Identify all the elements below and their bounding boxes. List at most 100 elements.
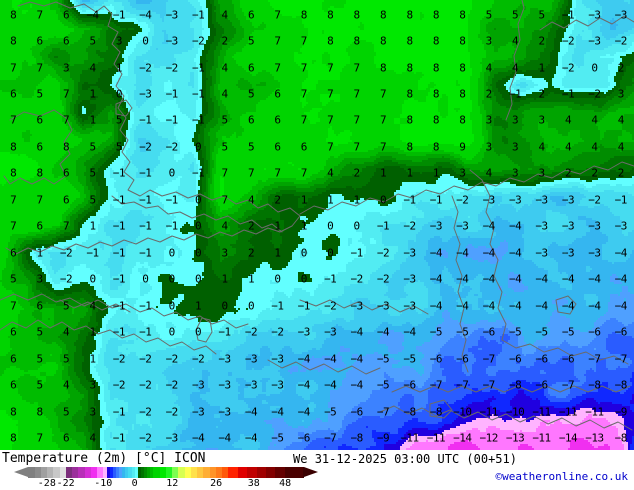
temperature-value: 4 (591, 113, 598, 127)
temperature-value: −8 (614, 378, 628, 392)
temperature-value: 1 (89, 352, 96, 366)
temperature-value: −4 (429, 246, 443, 260)
temperature-value: −2 (456, 193, 469, 207)
temperature-value: 3 (115, 34, 123, 48)
temperature-value: 0 (327, 219, 334, 233)
temperature-value: 5 (89, 193, 96, 207)
temperature-map[interactable]: 8 7 6 −4 −1 −4 −3 −1 4 6 7 8 8 8 8 8 8 8 5 5 5 −1 −3 −3 8 6 6 5 3 0 −3… (0, 0, 634, 450)
temperature-value: −3 (271, 378, 284, 392)
colorbar-tick-2: -10 (94, 478, 113, 489)
temperature-value-labels: 8 7 6 −4 −1 −4 −3 −1 4 6 7 8 8 8 8 8 8 8 5 5 5 −1 −3 −3 8 6 6 5 3 0 −3… (10, 8, 628, 445)
temperature-value: −4 (588, 272, 601, 286)
temperature-value: −1 (139, 193, 152, 207)
temperature-value: 6 (36, 140, 44, 154)
temperature-value: −2 (139, 61, 152, 74)
temperature-value: −8 (350, 431, 363, 445)
colorbar[interactable]: -28 -22 -10 0 12 26 38 48 (0, 467, 320, 490)
temperature-value: 1 (274, 246, 281, 260)
temperature-value: 6 (247, 8, 255, 22)
temperature-value: −4 (218, 431, 231, 445)
temperature-value: 8 (10, 166, 17, 180)
temperature-value: 8 (327, 34, 334, 48)
temperature-value: −7 (588, 352, 601, 366)
temperature-value: 0 (353, 219, 361, 233)
temperature-value: −3 (588, 219, 601, 233)
temperature-value: 7 (247, 166, 255, 180)
temperature-value: −2 (324, 299, 337, 313)
temperature-value: 1 (300, 219, 308, 233)
temperature-value: −4 (271, 405, 284, 419)
temperature-value: −3 (429, 219, 443, 233)
temperature-value: −1 (324, 272, 337, 286)
temperature-value: −1 (86, 246, 99, 260)
temperature-value: −4 (376, 325, 390, 339)
temperature-value: −6 (508, 352, 522, 366)
temperature-value: −11 (558, 405, 578, 419)
temperature-value: 2 (353, 166, 361, 180)
temperature-value: 6 (36, 113, 44, 127)
temperature-value: 1 (89, 113, 96, 127)
temperature-value: −5 (456, 325, 469, 339)
temperature-value: 7 (62, 87, 70, 101)
temperature-value: −8 (614, 431, 628, 445)
temperature-value: 8 (62, 140, 70, 154)
temperature-value: 4 (221, 87, 228, 101)
temperature-value: −9 (614, 405, 628, 419)
temperature-value: −1 (139, 166, 152, 180)
temperature-value: −6 (535, 378, 548, 392)
temperature-value: 3 (221, 246, 228, 260)
temperature-value: 4 (327, 166, 334, 180)
temperature-value: 7 (379, 113, 387, 127)
temperature-value: −14 (453, 431, 472, 445)
temperature-value: 8 (406, 87, 413, 101)
temperature-value: −1 (112, 193, 126, 207)
temperature-value: −3 (376, 299, 390, 313)
temperature-value: 8 (459, 87, 466, 101)
temperature-value: −11 (532, 405, 551, 419)
temperature-value: −2 (112, 352, 126, 366)
temperature-value: 7 (36, 193, 44, 207)
temperature-value: −7 (429, 378, 443, 392)
temperature-value: 4 (221, 219, 228, 233)
temperature-value: −4 (350, 352, 363, 366)
temperature-value: −4 (191, 431, 205, 445)
temperature-value: −3 (218, 378, 231, 392)
temperature-value: −11 (532, 431, 551, 445)
temperature-value: 5 (247, 87, 255, 101)
temperature-value: −4 (350, 378, 363, 392)
temperature-value: −5 (508, 325, 522, 339)
temperature-value: 7 (300, 166, 308, 180)
temperature-value: −12 (479, 431, 499, 445)
temperature-value: −1 (429, 193, 443, 207)
temperature-value: 0 (195, 325, 202, 339)
temperature-value: −1 (112, 272, 126, 286)
temperature-value: 7 (10, 219, 17, 233)
temperature-value: 7 (327, 113, 334, 127)
temperature-value: 1 (89, 325, 96, 339)
temperature-value: −1 (561, 8, 575, 22)
temperature-value: 4 (538, 140, 545, 154)
temperature-value: −8 (403, 405, 416, 419)
temperature-value: 5 (62, 299, 70, 313)
temperature-value: 7 (36, 431, 44, 445)
temperature-value: 2 (538, 34, 545, 48)
temperature-value: 5 (538, 8, 545, 22)
temperature-value: −7 (561, 378, 575, 392)
temperature-value: −2 (112, 378, 126, 392)
temperature-value: 6 (10, 325, 17, 339)
temperature-value: 4 (62, 325, 70, 339)
temperature-value: 5 (89, 34, 96, 48)
temperature-value: 8 (10, 8, 17, 22)
temperature-value: 4 (247, 193, 255, 207)
temperature-value: 1 (327, 193, 334, 207)
temperature-value: 3 (512, 140, 519, 154)
temperature-value: −4 (244, 431, 258, 445)
colorbar-tick-5: 26 (210, 478, 223, 489)
temperature-value: 0 (195, 140, 202, 154)
temperature-value: −1 (112, 405, 126, 419)
temperature-value: 7 (300, 113, 308, 127)
temperature-value: −2 (165, 405, 179, 419)
temperature-value: −11 (400, 431, 419, 445)
colorbar-tick-0: -28 (37, 478, 56, 489)
temperature-value: −1 (112, 431, 126, 445)
